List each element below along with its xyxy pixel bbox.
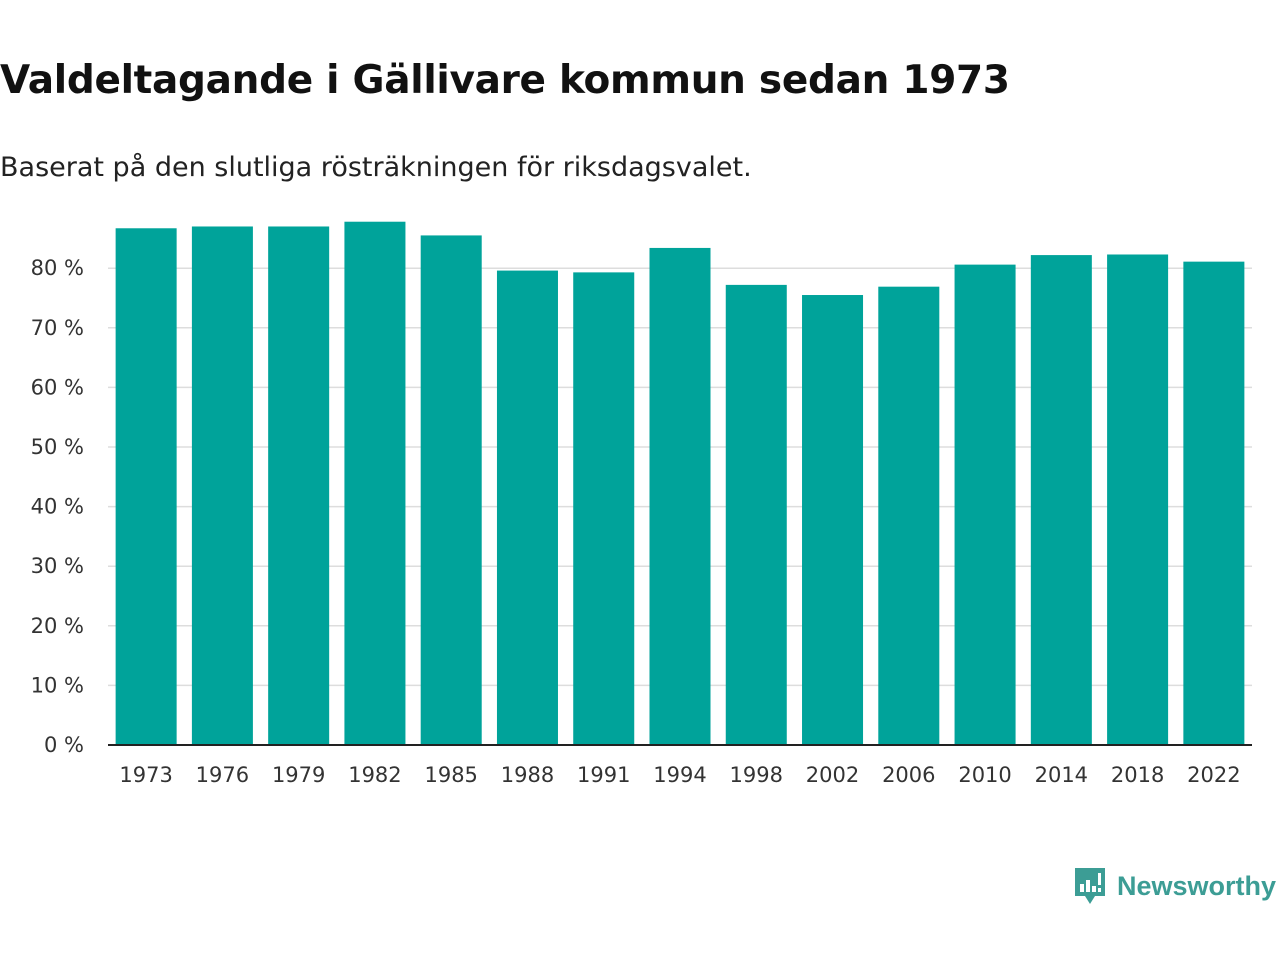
chart-subtitle: Baserat på den slutliga rösträkningen fö… [0, 152, 752, 183]
chart-title: Valdeltagande i Gällivare kommun sedan 1… [0, 58, 1010, 103]
y-tick-label: 0 % [44, 733, 84, 757]
bar-2014 [1030, 255, 1092, 745]
x-tick-label: 1994 [653, 763, 706, 787]
x-tick-label: 1982 [348, 763, 401, 787]
bar-1973 [115, 228, 177, 745]
bar-2002 [802, 295, 864, 745]
y-tick-label: 60 % [31, 375, 84, 399]
bar-1976 [191, 226, 253, 746]
bar-2010 [954, 264, 1016, 745]
bar-1991 [573, 272, 635, 745]
x-tick-label: 1976 [196, 763, 249, 787]
bar-2006 [878, 286, 940, 745]
bar-2022 [1183, 261, 1245, 745]
bar-1988 [496, 270, 558, 745]
brand-name: Newsworthy [1116, 870, 1276, 901]
y-tick-label: 30 % [31, 554, 84, 578]
bar-1994 [649, 247, 711, 745]
x-tick-label: 1973 [119, 763, 172, 787]
x-tick-label: 1998 [730, 763, 783, 787]
y-tick-label: 70 % [31, 316, 84, 340]
bars [115, 221, 1245, 746]
y-tick-label: 80 % [31, 256, 84, 280]
brand-footer: Newsworthy [1073, 866, 1276, 906]
bar-1982 [344, 221, 406, 745]
y-tick-label: 10 % [31, 673, 84, 697]
x-tick-label: 1979 [272, 763, 325, 787]
x-tick-label: 2018 [1111, 763, 1164, 787]
bar-1985 [420, 235, 482, 746]
x-tick-label: 1991 [577, 763, 630, 787]
tick-labels: 0 % 10 % 20 % 30 % 40 % 50 % 60 % 70 % 80 % 1973 1… [31, 256, 1241, 787]
y-tick-label: 50 % [31, 435, 84, 459]
x-tick-label: 2022 [1187, 763, 1240, 787]
x-tick-label: 1985 [424, 763, 477, 787]
bar-chart: 0 % 10 % 20 % 30 % 40 % 50 % 60 % 70 % 80 % 1973 1… [31, 221, 1252, 787]
y-tick-label: 40 % [31, 495, 84, 519]
x-tick-label: 2014 [1035, 763, 1088, 787]
bar-1998 [725, 284, 787, 745]
y-tick-label: 20 % [31, 614, 84, 638]
x-tick-label: 2006 [882, 763, 935, 787]
bar-2018 [1107, 254, 1169, 745]
newsworthy-logo-icon [1074, 868, 1105, 904]
x-tick-label: 1988 [501, 763, 554, 787]
x-tick-label: 2002 [806, 763, 859, 787]
x-tick-label: 2010 [958, 763, 1011, 787]
bar-1979 [268, 226, 330, 746]
